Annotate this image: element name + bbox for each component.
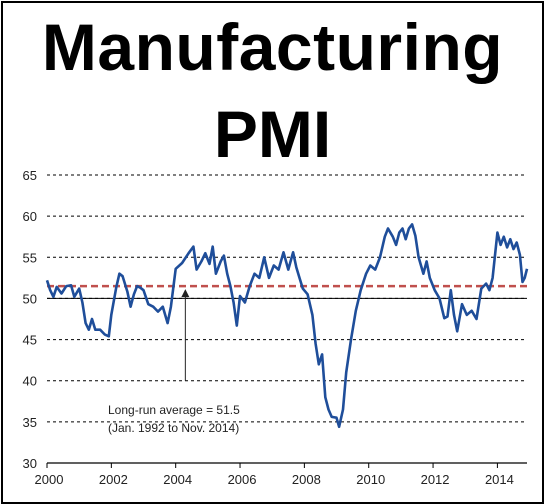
series-layer	[45, 223, 529, 429]
grid-lines	[47, 174, 527, 423]
y-tick-label: 40	[23, 374, 37, 389]
axis-layer: 30 35 40 45 50 55 60 65 2000 2002 2004 2006 2008 2010…	[23, 168, 527, 487]
chart-title-line-1: Manufacturing	[41, 10, 504, 84]
x-tick-label: 2014	[485, 472, 514, 487]
x-tick-label: 2012	[421, 472, 450, 487]
annotation-layer: Long-run average = 51.5 (Jan. 1992 to No…	[108, 289, 240, 435]
y-tick-label: 35	[23, 415, 37, 430]
x-tick-label: 2008	[292, 472, 321, 487]
y-tick-label: 45	[23, 333, 37, 348]
y-tick-label: 55	[23, 250, 37, 265]
chart-title-line-2: PMI	[213, 97, 332, 171]
x-tick-label: 2006	[228, 472, 257, 487]
pmi-series-line	[45, 223, 529, 429]
x-tick-label: 2010	[356, 472, 385, 487]
y-tick-label: 30	[23, 456, 37, 471]
y-tick-label: 50	[23, 291, 37, 306]
annotation-line-1: Long-run average = 51.5	[108, 403, 240, 417]
y-tick-label: 65	[23, 168, 37, 183]
x-tick-label: 2002	[99, 472, 128, 487]
annotation-line-2: (Jan. 1992 to Nov. 2014)	[108, 421, 239, 435]
y-tick-label: 60	[23, 209, 37, 224]
x-tick-label: 2000	[35, 472, 64, 487]
x-tick-label: 2004	[163, 472, 192, 487]
annotation-arrow-head	[181, 289, 190, 298]
